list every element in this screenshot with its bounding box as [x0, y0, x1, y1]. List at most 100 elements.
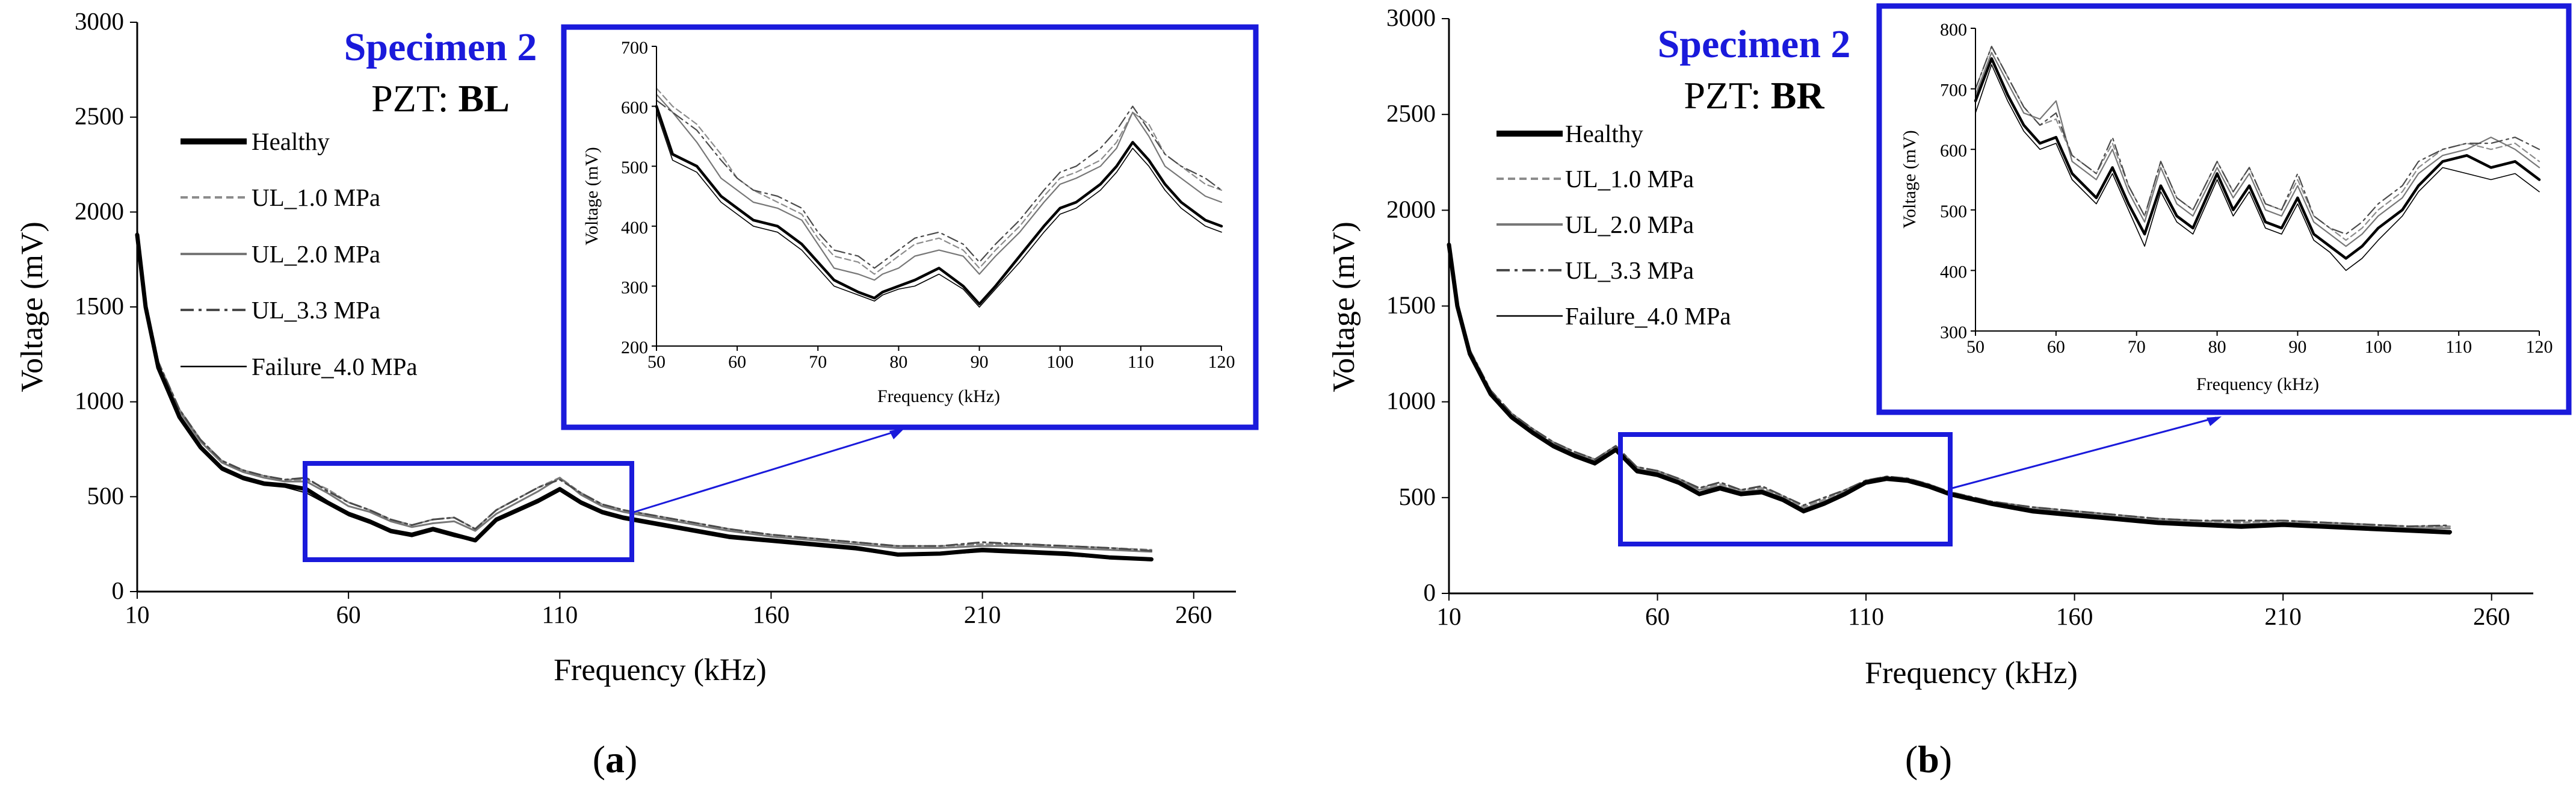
caption-letter: b [1918, 738, 1939, 781]
inset-ytick-label: 600 [1940, 141, 1967, 161]
panel-caption: (a) [593, 738, 638, 781]
legend-label-healthy: Healthy [252, 128, 330, 155]
main-ytick-label: 3000 [75, 7, 124, 35]
inset-y-axis-label: Voltage (mV) [582, 147, 602, 246]
pzt-value: BR [1771, 74, 1825, 117]
panel-b: 0 500 1000 1500 2000 2500 3000 10 60 110 160 210 26… [1327, 3, 2572, 781]
pzt-value: BL [459, 77, 510, 120]
inset-ytick-label: 300 [621, 277, 648, 297]
inset-xtick-label: 50 [647, 352, 666, 372]
pzt-label: PZT: BL [371, 77, 510, 120]
inset-xtick-label: 70 [2128, 337, 2146, 357]
caption-open: ( [593, 738, 605, 781]
inset-xtick-label: 120 [2526, 337, 2553, 357]
main-ytick-label: 1500 [75, 292, 124, 320]
x-axis-label: Frequency (kHz) [1865, 656, 2078, 690]
main-ytick-label: 0 [1424, 578, 1436, 606]
inset-frame [1876, 3, 2572, 415]
zoom-region-box [1618, 432, 1953, 546]
inset-ytick-label: 500 [621, 158, 648, 178]
inset-series-ul-3-3-mpa [655, 99, 1223, 269]
inset-ytick-label: 600 [621, 98, 648, 118]
inset-xtick-label: 50 [1966, 337, 1985, 357]
inset-xtick-label: 60 [728, 352, 746, 372]
main-ytick-label: 1500 [1386, 291, 1436, 319]
legend-label-healthy: Healthy [1565, 120, 1643, 147]
main-xtick-label: 160 [2056, 602, 2093, 630]
inset-xtick-label: 90 [971, 352, 989, 372]
main-xtick-label: 160 [753, 601, 790, 628]
main-ytick-label: 3000 [1386, 4, 1436, 31]
specimen-title: Specimen 2 [344, 25, 537, 69]
inset-xtick-label: 80 [2208, 337, 2226, 357]
main-series-healthy [1447, 243, 2452, 534]
inset-xtick-label: 100 [1046, 352, 1073, 372]
inset-series-failure-4-0-mpa [1975, 64, 2540, 271]
main-ytick-label: 1000 [1386, 387, 1436, 415]
legend-label-ul2: UL_2.0 MPa [252, 240, 380, 268]
main-ytick-label: 2000 [75, 197, 124, 224]
inset-x-axis-label: Frequency (kHz) [2196, 374, 2319, 394]
zoom-arrow [1950, 416, 2217, 490]
zoom-region-box [303, 461, 634, 562]
legend: Healthy UL_1.0 MPa UL_2.0 MPa UL_3.3 MPa… [181, 128, 418, 380]
legend-label-failure: Failure_4.0 MPa [1565, 302, 1731, 330]
main-series-healthy [135, 232, 1154, 561]
inset-series-ul-1-0-mpa [655, 87, 1223, 275]
x-axis-label: Frequency (kHz) [554, 653, 767, 687]
main-ytick-label: 500 [1399, 483, 1436, 510]
panel-caption: (b) [1905, 738, 1952, 781]
inset-frame [561, 24, 1259, 430]
inset-ytick-label: 800 [1940, 20, 1967, 40]
y-axis-label: Voltage (mV) [1327, 221, 1361, 392]
caption-close: ) [1939, 738, 1952, 781]
inset-series-ul-3-3-mpa [1974, 46, 2540, 235]
main-xtick-label: 210 [2264, 602, 2302, 630]
inset-y-axis-label: Voltage (mV) [1900, 130, 1920, 229]
inset-ytick-label: 200 [621, 338, 648, 357]
main-series-ul-2-0-mpa [136, 232, 1152, 553]
main-xtick-label: 60 [1645, 602, 1670, 630]
main-ytick-label: 1000 [75, 387, 124, 415]
main-ytick-label: 2500 [1386, 99, 1436, 127]
caption-letter: a [605, 738, 625, 781]
legend-label-ul1: UL_1.0 MPa [1565, 165, 1694, 193]
legend: Healthy UL_1.0 MPa UL_2.0 MPa UL_3.3 MPa… [1496, 120, 1731, 330]
legend-label-ul1: UL_1.0 MPa [252, 184, 380, 211]
inset-xtick-label: 100 [2365, 337, 2392, 357]
zoom-arrow-head [2207, 416, 2222, 426]
legend-label-ul33: UL_3.3 MPa [252, 296, 380, 324]
inset-xtick-label: 60 [2047, 337, 2065, 357]
main-xtick-label: 260 [1175, 601, 1212, 628]
legend-label-ul33: UL_3.3 MPa [1565, 256, 1694, 284]
y-axis-label: Voltage (mV) [15, 221, 49, 392]
main-series-ul-3-3-mpa [1448, 242, 2451, 528]
main-xtick-label: 10 [1437, 602, 1462, 630]
inset-xtick-label: 90 [2288, 337, 2306, 357]
inset-xtick-label: 70 [809, 352, 827, 372]
inset-series-ul-2-0-mpa [1974, 52, 2540, 247]
main-xtick-label: 260 [2473, 602, 2510, 630]
pzt-label: PZT: BR [1684, 74, 1824, 117]
main-xtick-label: 210 [964, 601, 1001, 628]
inset-ytick-label: 400 [621, 218, 648, 238]
legend-label-failure: Failure_4.0 MPa [252, 353, 418, 380]
inset-series-failure-4-0-mpa [656, 111, 1222, 308]
panel-a: 0 500 1000 1500 2000 2500 3000 10 60 110 160 210 26… [15, 7, 1259, 781]
pzt-prefix: PZT: [1684, 74, 1770, 117]
main-xtick-label: 110 [542, 601, 578, 628]
inset-xtick-label: 80 [889, 352, 907, 372]
inset-series-ul-2-0-mpa [655, 93, 1223, 281]
caption-open: ( [1905, 738, 1918, 781]
inset-ytick-label: 300 [1940, 323, 1967, 342]
zoom-arrow [631, 429, 900, 514]
main-xtick-label: 60 [336, 601, 361, 628]
inset-xtick-label: 120 [1208, 352, 1235, 372]
zoom-arrow-head [889, 428, 904, 439]
inset-ytick-label: 500 [1940, 202, 1967, 221]
inset-ytick-label: 700 [621, 38, 648, 58]
inset-xtick-label: 110 [1128, 352, 1154, 372]
legend-label-ul2: UL_2.0 MPa [1565, 211, 1694, 238]
inset-series-healthy [1974, 57, 2541, 260]
